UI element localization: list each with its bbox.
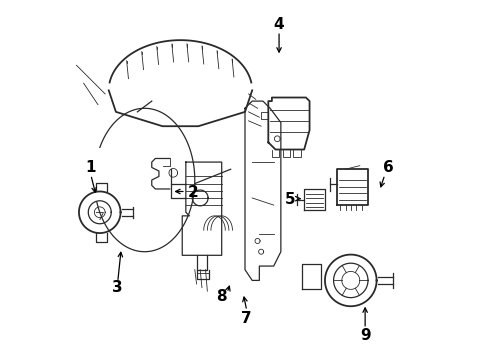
Text: 3: 3: [112, 280, 123, 295]
Text: 4: 4: [274, 17, 284, 32]
Text: 8: 8: [217, 289, 227, 304]
Text: 5: 5: [285, 192, 295, 207]
Text: 9: 9: [360, 328, 370, 343]
Text: 7: 7: [242, 311, 252, 325]
Text: 2: 2: [188, 185, 198, 200]
Text: 6: 6: [383, 160, 394, 175]
Text: 1: 1: [86, 160, 96, 175]
